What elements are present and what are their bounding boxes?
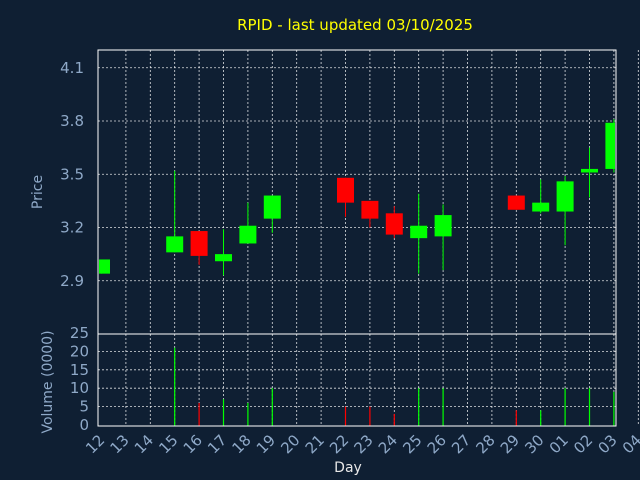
day-tick-label: 26 xyxy=(424,431,450,457)
day-tick-label: 15 xyxy=(155,431,181,457)
price-tick-label: 3.8 xyxy=(60,112,84,130)
day-tick-label: 29 xyxy=(497,431,523,457)
day-tick-label: 23 xyxy=(350,431,376,457)
day-tick-label: 12 xyxy=(82,431,108,457)
day-tick-label: 30 xyxy=(521,431,547,457)
volume-tick-label: 0 xyxy=(79,416,89,434)
candle-body xyxy=(556,181,574,212)
day-tick-label: 24 xyxy=(375,431,401,457)
candle-body xyxy=(410,225,428,239)
day-tick-label: 17 xyxy=(204,431,230,457)
price-axis-label: Price xyxy=(30,175,46,209)
price-tick-label: 2.9 xyxy=(60,272,84,290)
volume-axis-label: Volume (0000) xyxy=(40,330,56,433)
candle-body xyxy=(581,168,598,173)
day-tick-label: 19 xyxy=(253,431,279,457)
candle-body xyxy=(337,177,354,203)
day-tick-label: 22 xyxy=(326,431,352,457)
candle-body xyxy=(190,231,208,256)
volume-bar xyxy=(198,402,200,426)
day-tick-label: 01 xyxy=(546,431,572,457)
candle-body xyxy=(605,122,615,169)
candle-body xyxy=(532,202,550,212)
day-tick-label: 13 xyxy=(106,431,132,457)
day-tick-label: 14 xyxy=(131,431,157,457)
price-tick-label: 3.5 xyxy=(60,165,84,183)
volume-bar xyxy=(418,388,420,426)
volume-bar xyxy=(515,410,517,426)
volume-bar xyxy=(222,399,225,426)
volume-bar xyxy=(564,388,566,426)
volume-bar xyxy=(344,406,347,426)
volume-tick-label: 25 xyxy=(70,324,89,342)
candle-body xyxy=(215,254,232,262)
day-tick-label: 16 xyxy=(180,431,206,457)
volume-bar xyxy=(613,391,615,426)
day-tick-label: 21 xyxy=(302,431,328,457)
candle-body xyxy=(263,195,281,219)
day-axis-label: Day xyxy=(334,460,362,476)
volume-tick-label: 10 xyxy=(70,379,89,397)
volume-bar xyxy=(174,347,176,426)
day-tick-label: 20 xyxy=(277,431,303,457)
day-tick-label: 03 xyxy=(594,431,620,457)
volume-bar xyxy=(588,388,591,426)
candle-body xyxy=(385,213,403,235)
chart-title: RPID - last updated 03/10/2025 xyxy=(237,16,473,34)
candle-body xyxy=(361,200,379,219)
candle-body xyxy=(434,215,452,237)
price-tick-label: 3.2 xyxy=(60,219,84,237)
volume-bar xyxy=(540,410,542,426)
volume-bar xyxy=(442,388,444,426)
volume-tick-label: 20 xyxy=(70,342,89,360)
day-tick-label: 18 xyxy=(228,431,254,457)
volume-bar xyxy=(247,402,249,426)
candle-body xyxy=(239,225,257,244)
volume-bar xyxy=(271,388,273,426)
day-tick-label: 25 xyxy=(399,431,425,457)
volume-bar xyxy=(369,406,371,426)
price-tick-label: 4.1 xyxy=(60,59,84,77)
candle-body xyxy=(507,195,525,210)
day-tick-label: 02 xyxy=(570,431,596,457)
candle-body xyxy=(99,259,110,274)
candle-body xyxy=(166,236,184,253)
day-tick-label: 28 xyxy=(472,431,498,457)
day-tick-label: 04 xyxy=(619,431,640,457)
volume-tick-label: 15 xyxy=(70,361,89,379)
price-panel-frame xyxy=(97,49,617,335)
volume-bar xyxy=(393,413,395,426)
day-tick-label: 27 xyxy=(448,431,474,457)
volume-tick-label: 5 xyxy=(79,398,89,416)
volume-panel-frame xyxy=(97,333,617,427)
